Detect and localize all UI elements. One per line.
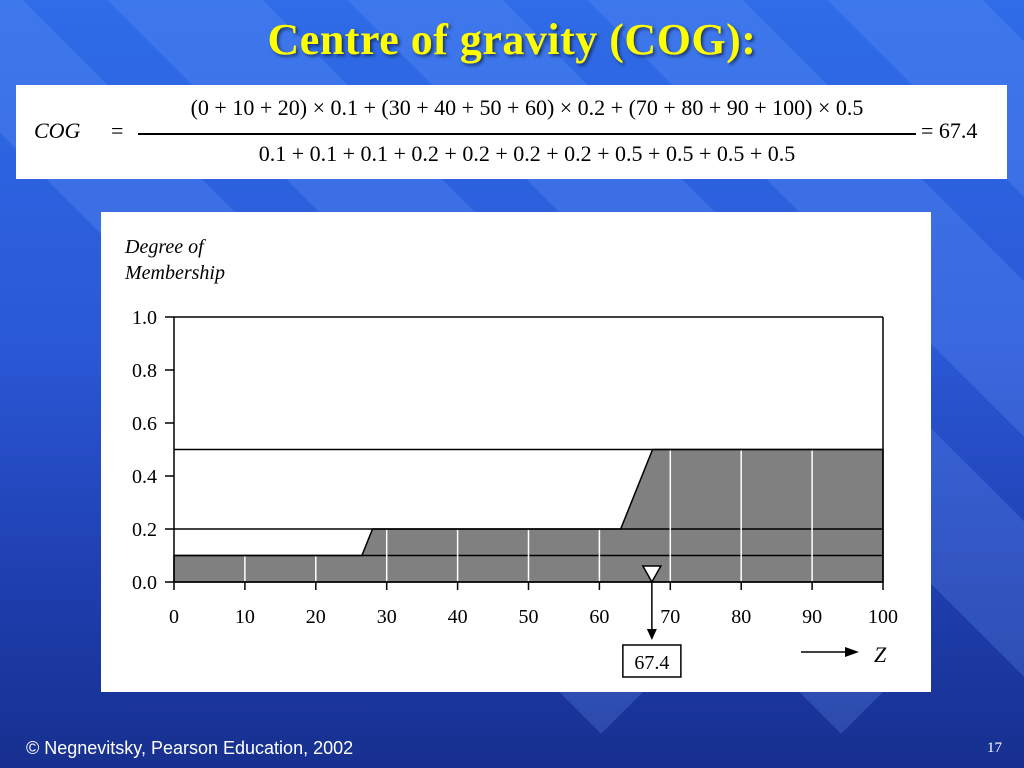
formula-equals: = bbox=[111, 118, 124, 143]
formula-result: = 67.4 bbox=[921, 118, 978, 143]
formula-denominator: 0.1 + 0.1 + 0.1 + 0.2 + 0.2 + 0.2 + 0.2 … bbox=[258, 141, 796, 166]
x-tick-label: 20 bbox=[306, 606, 326, 628]
x-tick-label: 50 bbox=[519, 606, 539, 628]
y-tick-label: 0.4 bbox=[132, 466, 157, 488]
cog-value-label: 67.4 bbox=[634, 652, 669, 674]
formula-box: COG = (0 + 10 + 20) × 0.1 + (30 + 40 + 5… bbox=[16, 85, 1007, 179]
cog-value-box bbox=[622, 644, 682, 678]
x-tick-label: 60 bbox=[589, 606, 609, 628]
x-axis-arrow-head bbox=[845, 647, 859, 657]
cog-chart: 1.0 0.8 0.6 0.4 0.2 0.0 0 10 20 30 40 50 60 70 80 90 100… bbox=[124, 236, 898, 678]
page-number: 17 bbox=[987, 740, 1002, 756]
footer-copyright: © Negnevitsky, Pearson Education, 2002 bbox=[26, 738, 354, 758]
x-tick-label: 100 bbox=[868, 606, 898, 628]
chart-panel: 1.0 0.8 0.6 0.4 0.2 0.0 0 10 20 30 40 50 60 70 80 90 100… bbox=[101, 212, 931, 692]
y-axis-label-line2: Membership bbox=[124, 262, 225, 284]
formula-lhs: COG bbox=[34, 118, 81, 143]
cog-pointer-arrowhead bbox=[646, 629, 657, 640]
y-tick-label: 0.0 bbox=[132, 572, 157, 594]
cog-marker-triangle bbox=[641, 565, 663, 584]
y-axis-label-line1: Degree of bbox=[124, 236, 206, 258]
y-tick-label: 0.6 bbox=[132, 413, 157, 435]
y-tick-label: 0.2 bbox=[132, 519, 157, 541]
x-tick-label: 10 bbox=[235, 606, 255, 628]
y-tick-label: 0.8 bbox=[132, 360, 157, 382]
x-tick-label: 40 bbox=[448, 606, 468, 628]
formula-numerator: (0 + 10 + 20) × 0.1 + (30 + 40 + 50 + 60… bbox=[190, 95, 864, 120]
slide-title: Centre of gravity (COG): bbox=[267, 15, 757, 64]
x-axis-label: Z bbox=[874, 642, 887, 667]
x-tick-label: 70 bbox=[660, 606, 680, 628]
x-tick-label: 80 bbox=[731, 606, 751, 628]
y-tick-label: 1.0 bbox=[132, 307, 157, 329]
fraction-line bbox=[138, 133, 916, 135]
x-tick-label: 0 bbox=[169, 606, 179, 628]
x-tick-label: 90 bbox=[802, 606, 822, 628]
x-tick-label: 30 bbox=[377, 606, 397, 628]
